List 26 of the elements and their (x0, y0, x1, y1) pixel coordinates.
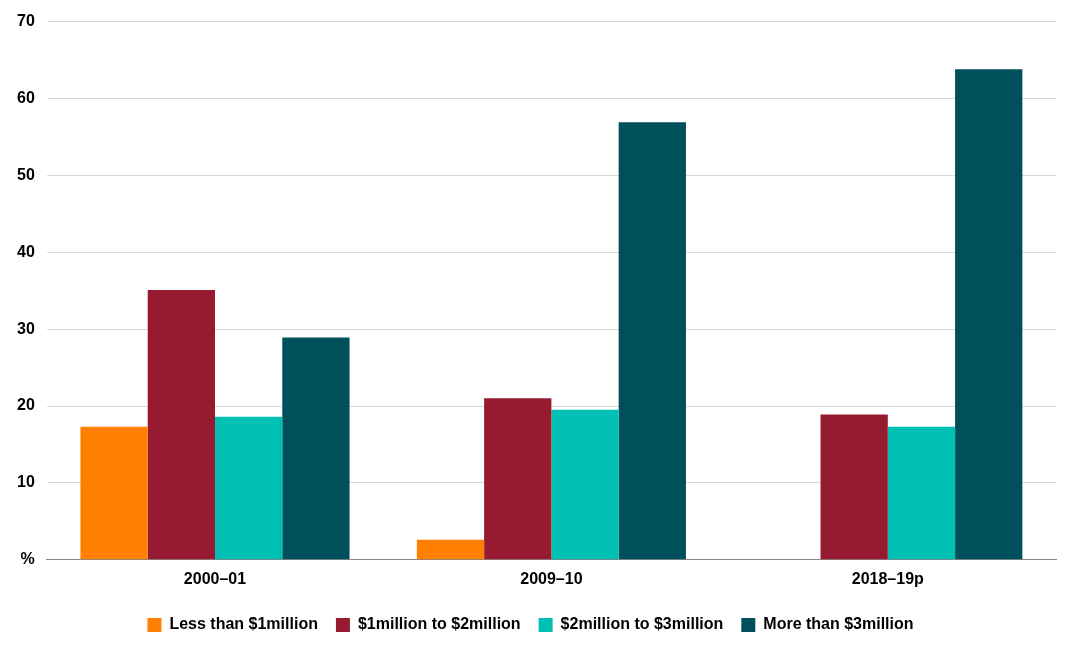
bar (618, 122, 686, 560)
y-tick-label: 20 (17, 396, 35, 414)
y-tick-label: 50 (17, 165, 35, 183)
bar (282, 337, 350, 560)
legend-label: $1million to $2million (357, 615, 521, 633)
bar (955, 69, 1023, 560)
bar (416, 539, 485, 560)
legend-label: Less than $1million (169, 615, 318, 633)
x-tick-label: 2000–01 (183, 569, 247, 587)
bar (215, 416, 283, 560)
y-tick-label: 10 (17, 473, 35, 491)
bar (147, 289, 215, 560)
bar (887, 426, 956, 560)
bar (551, 409, 619, 560)
y-tick-label: 40 (17, 242, 35, 260)
y-tick-label: 70 (17, 12, 35, 30)
bar (484, 398, 552, 560)
y-tick-label: % (20, 550, 35, 568)
legend-label: More than $3million (763, 615, 914, 633)
y-tick-label: 60 (17, 88, 35, 106)
bar (80, 426, 148, 560)
x-tick-label: 2009–10 (520, 569, 583, 587)
bar (820, 414, 888, 560)
y-tick-label: 30 (17, 319, 35, 337)
legend-label: $2million to $3million (560, 615, 724, 633)
x-tick-label: 2018–19p (851, 569, 925, 587)
